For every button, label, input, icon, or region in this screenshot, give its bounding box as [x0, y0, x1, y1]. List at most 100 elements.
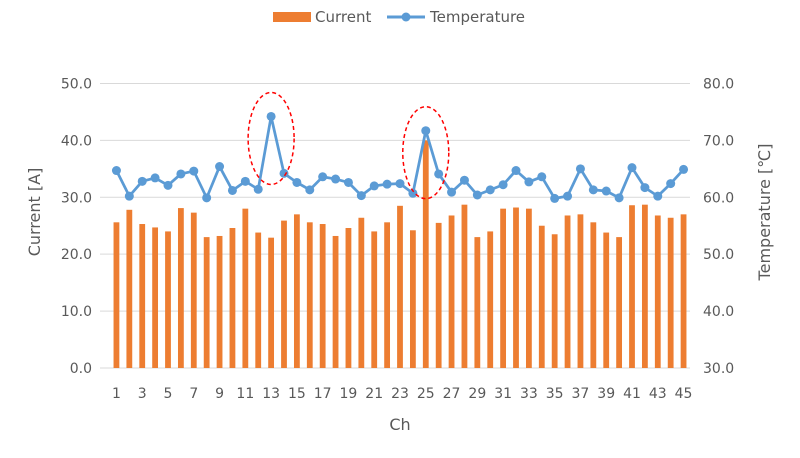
- x-axis-title: Ch: [389, 415, 410, 434]
- bar-current-ch23: [397, 205, 403, 368]
- y-left-tick-label: 40.0: [61, 133, 92, 149]
- temperature-point-ch25: [421, 126, 431, 136]
- temperature-point-ch41: [627, 163, 637, 173]
- legend: Current Temperature: [273, 8, 525, 26]
- x-tick-label: 41: [623, 386, 641, 402]
- bar-current-ch22: [384, 222, 391, 368]
- bar-current-ch43: [654, 215, 661, 368]
- x-tick-label: 35: [546, 386, 564, 402]
- bar-current-ch18: [332, 235, 339, 368]
- temperature-point-ch36: [563, 191, 573, 201]
- x-tick-label: 13: [262, 386, 280, 402]
- temperature-point-ch2: [124, 191, 134, 201]
- bar-current-ch29: [474, 237, 481, 368]
- y-left-ticks: 0.0 10.0 20.0 30.0 40.0 50.0: [61, 76, 92, 377]
- temperature-point-ch38: [588, 185, 598, 195]
- x-tick-label: 39: [597, 386, 615, 402]
- temperature-point-ch27: [447, 187, 457, 197]
- bar-current-ch16: [306, 222, 313, 368]
- temperature-point-ch18: [331, 174, 341, 184]
- temperature-point-ch16: [305, 185, 315, 195]
- y-right-tick-label: 40.0: [703, 304, 734, 320]
- bar-current-ch26: [435, 222, 442, 368]
- x-tick-label: 21: [365, 386, 383, 402]
- x-tick-label: 45: [675, 386, 693, 402]
- bar-current-ch17: [319, 224, 326, 368]
- temperature-point-ch1: [111, 166, 121, 176]
- temperature-point-ch10: [227, 185, 237, 195]
- temperature-point-ch31: [498, 180, 508, 190]
- x-tick-label: 31: [494, 386, 512, 402]
- x-ticks: 1 3 5 7 9 11 13 15 17 19 21 23 25 27 29 31 33 35 37 39 41 43 4…: [112, 386, 692, 402]
- temperature-point-ch43: [653, 191, 663, 201]
- bar-current-ch41: [629, 205, 635, 368]
- bar-current-ch38: [590, 222, 597, 368]
- bar-current-ch14: [281, 220, 287, 368]
- x-tick-label: 19: [340, 386, 358, 402]
- current-bars: [113, 140, 687, 368]
- temperature-point-ch28: [459, 175, 469, 185]
- x-tick-label: 27: [443, 386, 461, 402]
- temperature-point-ch19: [343, 177, 353, 187]
- bar-current-ch1: [113, 222, 120, 368]
- temperature-point-ch11: [240, 176, 250, 186]
- temperature-point-ch17: [318, 172, 328, 182]
- temperature-point-ch4: [150, 173, 160, 183]
- y-right-tick-label: 30.0: [703, 361, 734, 377]
- temperature-point-ch34: [537, 172, 547, 182]
- temperature-point-ch7: [189, 166, 199, 176]
- y-right-tick-label: 70.0: [703, 133, 734, 149]
- bar-current-ch44: [667, 217, 674, 368]
- bar-current-ch12: [255, 232, 262, 368]
- x-tick-label: 29: [468, 386, 486, 402]
- x-tick-label: 7: [189, 386, 198, 402]
- x-tick-label: 1: [112, 386, 121, 402]
- x-tick-label: 5: [164, 386, 173, 402]
- bar-current-ch39: [603, 232, 610, 368]
- legend-label-temperature: Temperature: [429, 8, 525, 26]
- bar-current-ch9: [216, 235, 223, 368]
- x-tick-label: 43: [649, 386, 667, 402]
- bar-current-ch45: [680, 214, 687, 368]
- temperature-point-ch8: [202, 193, 212, 203]
- bar-current-ch33: [525, 208, 532, 368]
- bar-current-ch30: [487, 231, 494, 368]
- x-tick-label: 11: [236, 386, 254, 402]
- temperature-point-ch44: [666, 179, 676, 189]
- temperature-point-ch24: [408, 188, 418, 198]
- bar-current-ch34: [538, 225, 545, 368]
- temperature-point-ch6: [176, 169, 186, 179]
- x-tick-label: 33: [520, 386, 538, 402]
- bar-current-ch10: [229, 228, 236, 368]
- bar-current-ch36: [564, 215, 571, 368]
- bar-current-ch28: [461, 204, 468, 368]
- temperature-point-ch35: [550, 193, 560, 203]
- x-tick-label: 23: [391, 386, 409, 402]
- temperature-point-ch12: [253, 184, 263, 194]
- temperature-point-ch13: [266, 111, 276, 121]
- bar-current-ch3: [139, 224, 146, 368]
- y-right-axis-title: Temperature [℃]: [755, 144, 774, 282]
- bar-current-ch40: [616, 237, 623, 368]
- bar-current-ch24: [409, 230, 416, 368]
- y-left-axis-title: Current [A]: [25, 168, 44, 257]
- x-tick-label: 15: [288, 386, 306, 402]
- temperature-point-ch33: [524, 177, 534, 187]
- temperature-point-ch32: [511, 166, 521, 176]
- bar-current-ch20: [358, 217, 365, 368]
- highlight-ellipse-0: [247, 91, 295, 186]
- y-right-ticks: 30.0 40.0 50.0 60.0 70.0 80.0: [703, 76, 734, 377]
- legend-label-current: Current: [315, 8, 371, 26]
- bar-current-ch8: [203, 237, 210, 368]
- bar-current-ch2: [126, 209, 133, 368]
- x-tick-label: 17: [314, 386, 332, 402]
- bar-current-ch35: [551, 234, 558, 368]
- temperature-point-ch45: [679, 164, 689, 174]
- legend-swatch-temperature-marker: [401, 12, 411, 22]
- bar-current-ch7: [190, 212, 197, 368]
- bar-current-ch15: [293, 214, 300, 368]
- x-tick-label: 25: [417, 386, 435, 402]
- temperature-point-ch39: [601, 186, 611, 196]
- bar-current-ch25: [422, 140, 429, 368]
